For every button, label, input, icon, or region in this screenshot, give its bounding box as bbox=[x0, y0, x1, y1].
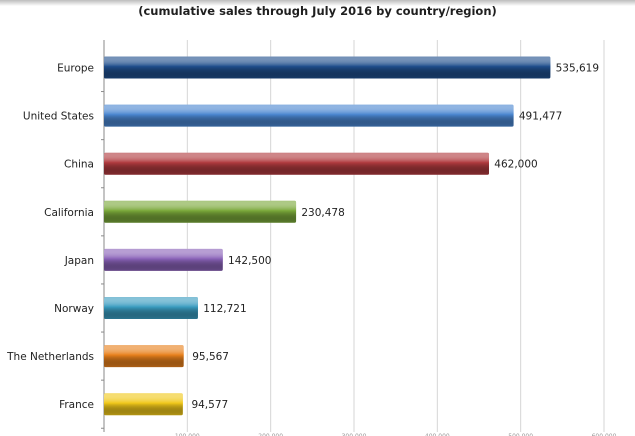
x-tick-label: 200,000 bbox=[258, 433, 283, 436]
category-label: Norway bbox=[54, 303, 94, 315]
x-tick-label: 600,000 bbox=[592, 433, 617, 436]
x-tick-label: 400,000 bbox=[425, 433, 450, 436]
bar-highlight bbox=[104, 200, 297, 223]
bar-highlight bbox=[104, 56, 551, 79]
category-label: Japan bbox=[64, 255, 94, 267]
x-tick-label: 300,000 bbox=[342, 433, 367, 436]
value-label: 462,000 bbox=[494, 159, 537, 171]
category-label: United States bbox=[23, 111, 94, 123]
bar-highlight bbox=[104, 297, 198, 319]
category-label: Europe bbox=[57, 63, 94, 75]
value-label: 230,478 bbox=[301, 207, 344, 219]
category-label: The Netherlands bbox=[6, 351, 94, 363]
category-label: California bbox=[44, 207, 94, 219]
value-label: 142,500 bbox=[228, 255, 271, 267]
bar-highlight bbox=[104, 345, 184, 368]
value-label: 94,577 bbox=[191, 399, 228, 411]
bar-highlight bbox=[104, 152, 489, 175]
value-label: 112,721 bbox=[203, 303, 246, 315]
top-shadow bbox=[0, 0, 635, 6]
value-label: 535,619 bbox=[556, 63, 599, 75]
bar-highlight bbox=[104, 248, 223, 271]
x-tick-label: 500,000 bbox=[508, 433, 533, 436]
bar-highlight bbox=[104, 393, 183, 416]
category-label: China bbox=[64, 159, 94, 171]
chart-subtitle: (cumulative sales through July 2016 by c… bbox=[138, 4, 497, 18]
value-label: 491,477 bbox=[519, 111, 562, 123]
bar-highlight bbox=[104, 104, 514, 127]
category-label: France bbox=[59, 399, 94, 411]
x-tick-label: 100,000 bbox=[175, 433, 200, 436]
value-label: 95,567 bbox=[192, 351, 229, 363]
